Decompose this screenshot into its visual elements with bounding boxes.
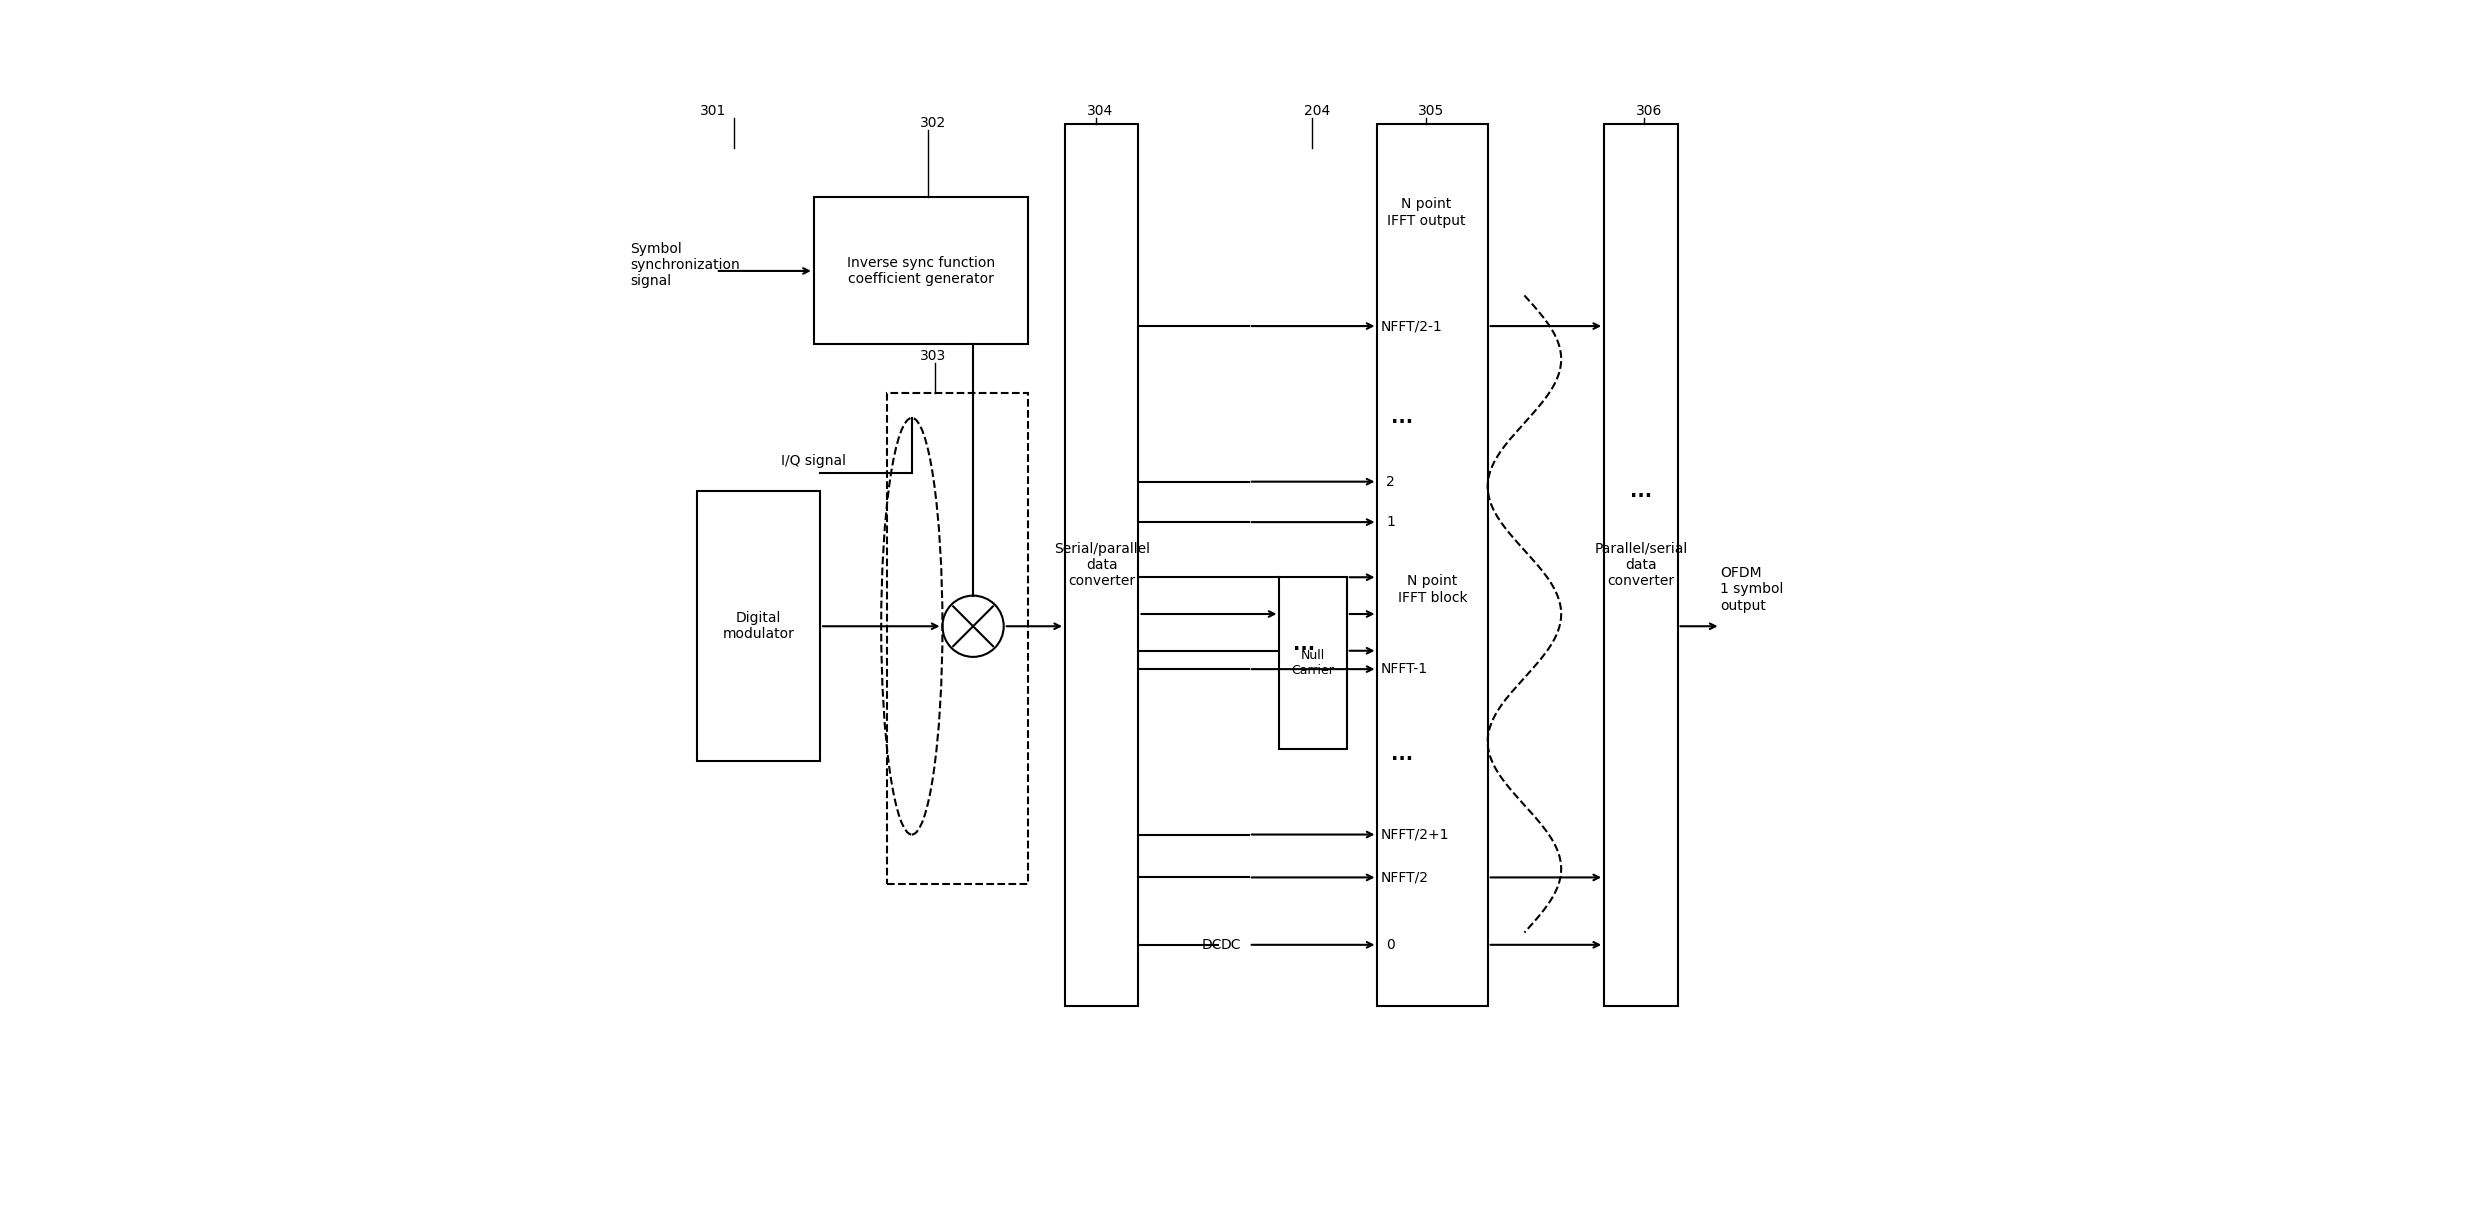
Text: Serial/parallel
data
converter: Serial/parallel data converter: [1053, 542, 1150, 588]
Text: ...: ...: [1293, 635, 1316, 655]
Text: 302: 302: [920, 115, 947, 130]
Text: NFFT/2: NFFT/2: [1380, 871, 1429, 884]
Text: 305: 305: [1417, 104, 1444, 118]
Text: Symbol
synchronization
signal: Symbol synchronization signal: [631, 242, 739, 289]
Text: ...: ...: [1630, 481, 1652, 501]
FancyBboxPatch shape: [814, 198, 1029, 344]
Text: DC: DC: [1202, 938, 1222, 952]
Text: I/Q signal: I/Q signal: [781, 454, 846, 468]
Text: 2: 2: [1385, 475, 1395, 489]
Text: 1: 1: [1385, 515, 1395, 529]
Text: Null
Carrier: Null Carrier: [1291, 650, 1335, 677]
Text: ...: ...: [1390, 745, 1412, 764]
Text: ...: ...: [1390, 409, 1412, 427]
FancyBboxPatch shape: [1066, 124, 1138, 1006]
Text: DC: DC: [1222, 938, 1241, 952]
Text: 204: 204: [1303, 104, 1330, 118]
Text: 0: 0: [1385, 938, 1395, 952]
Text: N point
IFFT block: N point IFFT block: [1397, 575, 1466, 604]
Text: NFFT/2+1: NFFT/2+1: [1380, 828, 1449, 841]
Text: 301: 301: [700, 104, 727, 118]
Text: 303: 303: [920, 349, 947, 362]
Text: NFFT/2-1: NFFT/2-1: [1380, 319, 1442, 333]
Text: NFFT-1: NFFT-1: [1380, 662, 1429, 677]
Text: Digital
modulator: Digital modulator: [722, 612, 794, 641]
FancyBboxPatch shape: [1605, 124, 1677, 1006]
Text: Parallel/serial
data
converter: Parallel/serial data converter: [1595, 542, 1687, 588]
Text: 306: 306: [1637, 104, 1662, 118]
FancyBboxPatch shape: [697, 491, 821, 761]
FancyBboxPatch shape: [1377, 124, 1489, 1006]
Text: 304: 304: [1088, 104, 1113, 118]
Text: Inverse sync function
coefficient generator: Inverse sync function coefficient genera…: [846, 255, 994, 286]
Text: N point
IFFT output: N point IFFT output: [1387, 198, 1466, 227]
Text: OFDM
1 symbol
output: OFDM 1 symbol output: [1721, 566, 1783, 613]
FancyBboxPatch shape: [1279, 577, 1348, 749]
